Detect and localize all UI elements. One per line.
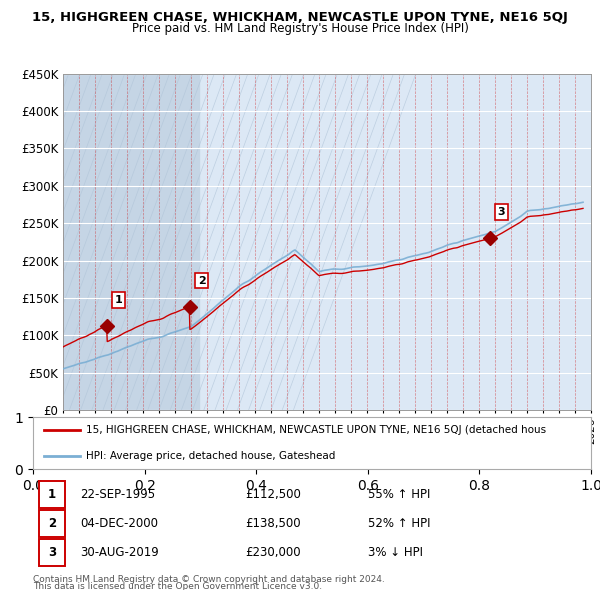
Text: HPI: Average price, detached house, Gateshead: HPI: Average price, detached house, Gate… [86,451,335,461]
Text: 2: 2 [198,276,205,286]
Text: 30-AUG-2019: 30-AUG-2019 [80,546,159,559]
Text: 15, HIGHGREEN CHASE, WHICKHAM, NEWCASTLE UPON TYNE, NE16 5QJ: 15, HIGHGREEN CHASE, WHICKHAM, NEWCASTLE… [32,11,568,24]
Text: 2: 2 [48,517,56,530]
Text: Contains HM Land Registry data © Crown copyright and database right 2024.: Contains HM Land Registry data © Crown c… [33,575,385,584]
Text: 3% ↓ HPI: 3% ↓ HPI [368,546,423,559]
Text: 15, HIGHGREEN CHASE, WHICKHAM, NEWCASTLE UPON TYNE, NE16 5QJ (detached hous: 15, HIGHGREEN CHASE, WHICKHAM, NEWCASTLE… [86,425,546,435]
FancyBboxPatch shape [38,510,65,537]
Text: £112,500: £112,500 [245,488,301,501]
Text: 04-DEC-2000: 04-DEC-2000 [80,517,158,530]
Text: 1: 1 [48,488,56,501]
FancyBboxPatch shape [38,481,65,508]
Text: 1: 1 [115,295,122,305]
FancyBboxPatch shape [38,539,65,566]
Text: Price paid vs. HM Land Registry's House Price Index (HPI): Price paid vs. HM Land Registry's House … [131,22,469,35]
Text: This data is licensed under the Open Government Licence v3.0.: This data is licensed under the Open Gov… [33,582,322,590]
Text: 55% ↑ HPI: 55% ↑ HPI [368,488,430,501]
Text: £230,000: £230,000 [245,546,301,559]
Text: 3: 3 [497,207,505,217]
Text: 52% ↑ HPI: 52% ↑ HPI [368,517,430,530]
Text: £138,500: £138,500 [245,517,301,530]
Text: 3: 3 [48,546,56,559]
Text: 22-SEP-1995: 22-SEP-1995 [80,488,155,501]
